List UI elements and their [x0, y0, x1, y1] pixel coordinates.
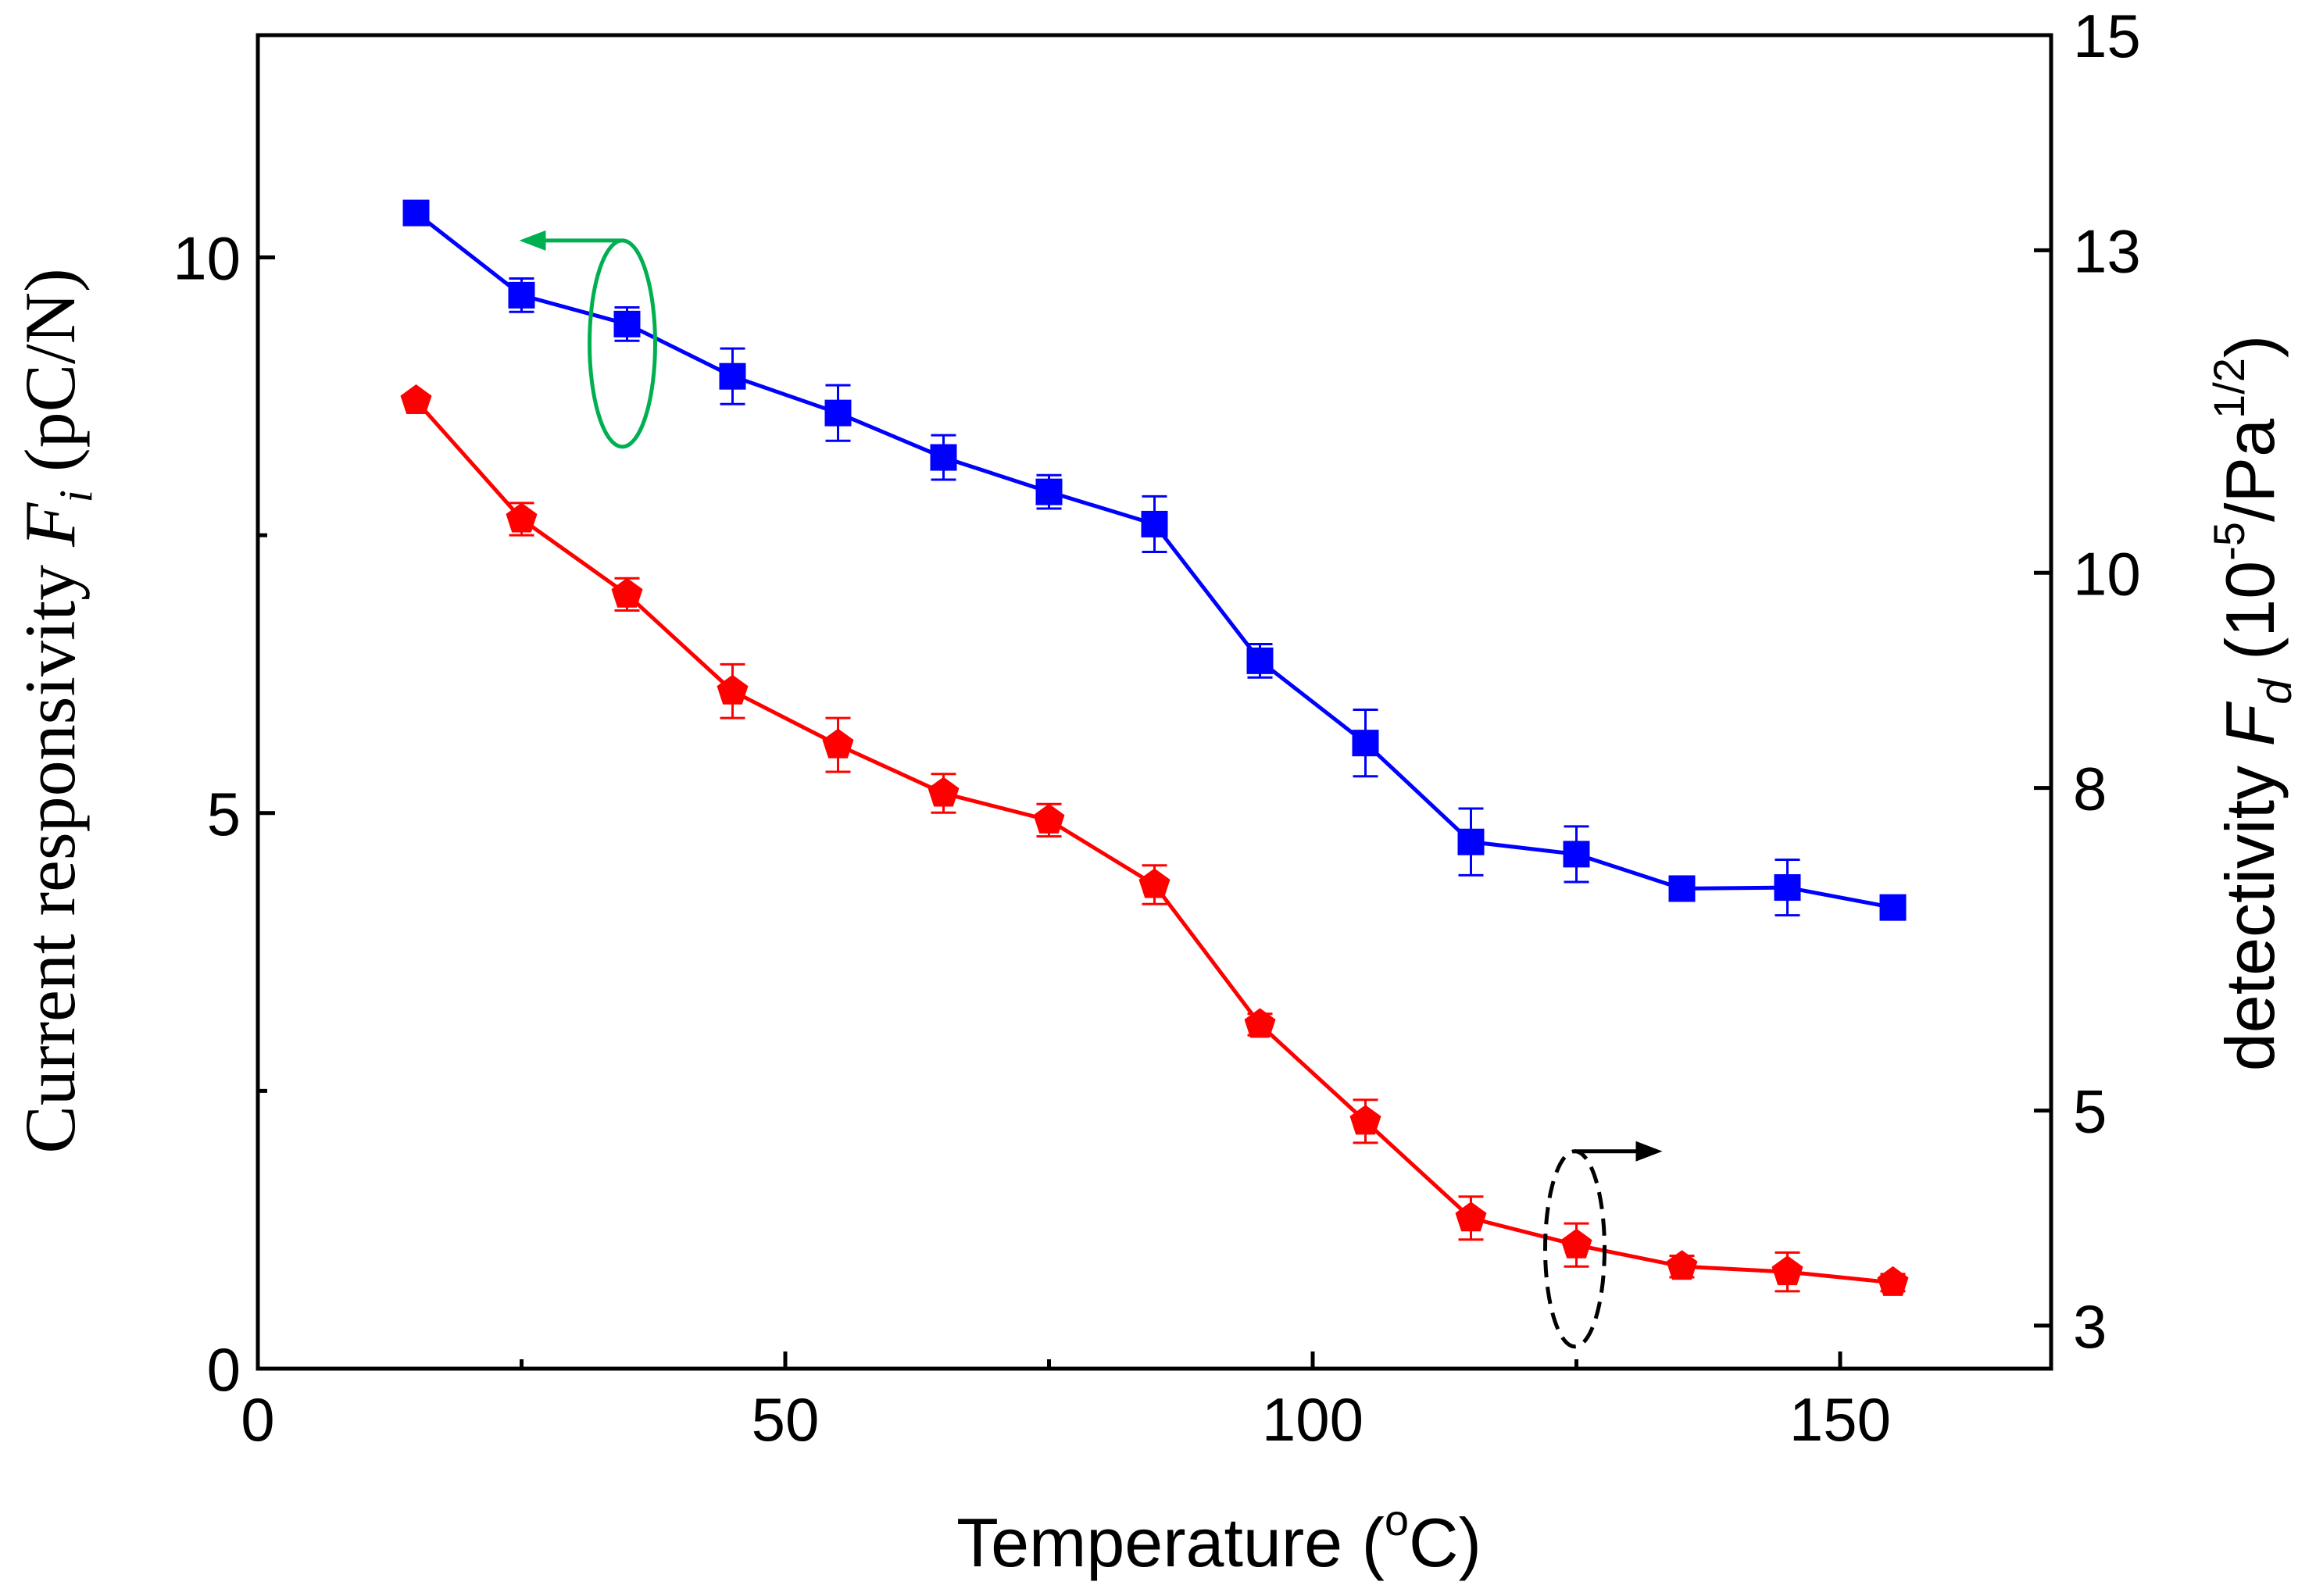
y-right-title-var: F [2211, 702, 2289, 747]
data-point [1666, 1250, 1698, 1280]
data-point [1560, 1228, 1592, 1259]
y-right-title-unit-c: ) [2211, 335, 2289, 358]
y-left-title-var: F [10, 502, 90, 548]
y-right-tick-label: 15 [2073, 2, 2141, 70]
annotations [519, 230, 1663, 1349]
tick-marks [256, 33, 2051, 1371]
data-point [1138, 868, 1171, 898]
y-axis-left-title: Current responsivity Fi (pC/N) [10, 268, 102, 1153]
series-pentagon [400, 384, 1909, 1296]
data-point [1035, 478, 1063, 505]
data-point [717, 674, 749, 705]
data-point [1246, 647, 1274, 674]
x-tick-label: 150 [1789, 1385, 1891, 1454]
y-left-tick-label: 10 [173, 224, 241, 293]
tick-labels: 0 50 100 150 0 5 10 3 5 8 10 13 15 [173, 2, 2141, 1454]
data-point [400, 384, 432, 414]
data-point [613, 310, 641, 337]
right-axis-indicator-arrowhead [1635, 1141, 1663, 1162]
x-tick-label: 0 [241, 1385, 274, 1454]
data-point [1457, 828, 1485, 855]
y-right-tick-label: 10 [2073, 539, 2141, 608]
data-point [1877, 1266, 1909, 1296]
data-point [1771, 1255, 1803, 1286]
y-right-tick-label: 8 [2073, 755, 2107, 823]
data-point [1455, 1201, 1487, 1232]
data-point [824, 399, 852, 427]
y-left-tick-label: 0 [207, 1335, 241, 1404]
series-layer [400, 199, 1909, 1296]
plot-frame [256, 33, 2053, 1371]
y-right-tick-label: 3 [2073, 1292, 2107, 1361]
left-axis-indicator-arrowhead [519, 230, 546, 251]
y-left-title-unit: (pC/N) [10, 268, 90, 490]
y-left-title-main: Current responsivity [10, 547, 90, 1154]
y-right-title-sup2: 1/2 [2204, 358, 2253, 419]
y-right-tick-label: 13 [2073, 216, 2141, 285]
y-axis-right-title: detectivity Fd (10-5/Pa1/2) [2204, 335, 2301, 1071]
data-point [1244, 1008, 1276, 1038]
y-left-title-sub: i [50, 490, 102, 503]
series-square [402, 199, 1907, 921]
x-axis-title-main: Temperature ( [956, 1504, 1385, 1581]
y-right-title-main: detectivity [2211, 747, 2289, 1072]
x-axis-title: Temperature (oC) [956, 1495, 1481, 1581]
y-right-title-sub: d [2250, 678, 2301, 705]
data-point [402, 199, 430, 227]
data-point [1352, 730, 1379, 757]
y-right-title-unit-a: (10 [2211, 561, 2289, 680]
x-axis-title-end: C) [1409, 1504, 1481, 1581]
data-point [930, 444, 957, 471]
data-point [1141, 510, 1168, 537]
data-point [927, 777, 960, 807]
x-tick-label: 50 [752, 1385, 820, 1454]
data-point [822, 728, 854, 759]
x-tick-label: 100 [1262, 1385, 1364, 1454]
data-point [611, 577, 643, 608]
y-left-tick-label: 5 [207, 780, 241, 848]
data-point [719, 362, 746, 390]
data-point [1774, 874, 1801, 902]
data-point [1879, 894, 1907, 921]
data-point [506, 502, 538, 533]
data-point [1668, 875, 1696, 902]
y-right-title-unit-b: /Pa [2211, 419, 2289, 522]
data-point [1033, 803, 1065, 834]
x-axis-title-sup: o [1385, 1495, 1409, 1544]
data-point [1349, 1105, 1381, 1135]
y-right-tick-label: 5 [2073, 1077, 2107, 1146]
data-point [508, 281, 535, 309]
y-right-title-sup1: -5 [2204, 522, 2253, 561]
data-point [1563, 841, 1590, 868]
